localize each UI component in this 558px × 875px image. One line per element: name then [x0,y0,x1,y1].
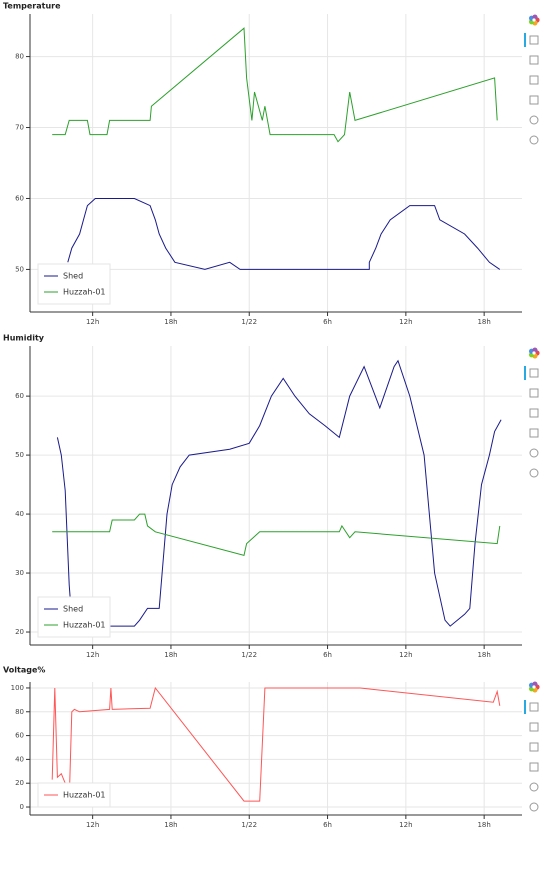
pan-tool[interactable] [524,366,539,380]
icon [529,408,539,418]
x-tick-label: 18h [164,651,177,659]
x-tick-label: 18h [164,318,177,326]
reset-tool[interactable] [529,782,539,792]
legend-label: Huzzah-01 [63,288,106,297]
x-tick-label: 1/22 [241,651,257,659]
x-tick-label: 6h [323,651,332,659]
y-tick-label: 70 [15,124,24,132]
wheel-zoom-tool[interactable] [529,408,539,418]
x-tick-label: 18h [477,821,490,829]
x-tick-label: 6h [323,821,332,829]
icon [529,35,539,45]
bokeh-logo[interactable] [528,681,540,693]
box-zoom-tool[interactable] [529,722,539,732]
bokeh-logo[interactable] [528,14,540,26]
y-tick-label: 20 [15,779,24,787]
icon [529,75,539,85]
x-tick-label: 18h [164,821,177,829]
logo-hole [532,685,536,689]
pan-tool[interactable] [524,33,539,47]
icon [529,115,539,125]
legend-label: Shed [63,605,83,614]
logo-hole [532,18,536,22]
y-tick-label: 50 [15,451,24,459]
help-tool[interactable] [529,135,539,145]
series-line [51,686,501,802]
logo-hole [532,351,536,355]
icon [529,722,539,732]
x-tick-label: 1/22 [241,821,257,829]
y-tick-label: 40 [15,755,24,763]
y-tick-label: 60 [15,194,24,202]
help-tool[interactable] [529,468,539,478]
y-tick-label: 40 [15,510,24,518]
y-tick-label: 60 [15,732,24,740]
icon [529,55,539,65]
wheel-zoom-tool[interactable] [529,75,539,85]
y-tick-label: 80 [15,708,24,716]
save-tool[interactable] [529,428,539,438]
bokeh-logo[interactable] [528,347,540,359]
icon [529,762,539,772]
icon [529,368,539,378]
icon [529,782,539,792]
y-tick-label: 50 [15,265,24,273]
icon [529,448,539,458]
series-line [52,27,498,143]
reset-tool[interactable] [529,115,539,125]
help-tool[interactable] [529,802,539,812]
icon [529,428,539,438]
legend-label: Shed [63,272,83,281]
x-tick-label: 12h [399,651,412,659]
y-tick-label: 0 [20,803,24,811]
box-zoom-tool[interactable] [529,55,539,65]
y-tick-label: 30 [15,569,24,577]
chart-title: Temperature [3,2,61,11]
series-line [67,198,501,270]
icon [529,702,539,712]
reset-tool[interactable] [529,448,539,458]
y-tick-label: 80 [15,53,24,61]
legend-label: Huzzah-01 [63,621,106,630]
y-tick-label: 60 [15,392,24,400]
series-line [52,513,501,557]
icon [529,135,539,145]
icon [529,802,539,812]
x-tick-label: 12h [399,821,412,829]
chart-title: Voltage% [3,666,45,675]
legend-label: Huzzah-01 [63,791,106,800]
box-zoom-tool[interactable] [529,388,539,398]
x-tick-label: 6h [323,318,332,326]
x-tick-label: 12h [399,318,412,326]
x-tick-label: 18h [477,318,490,326]
legend-box [37,263,111,305]
x-tick-label: 12h [86,318,99,326]
icon [529,388,539,398]
legend-box [37,596,111,638]
icon [529,95,539,105]
x-tick-label: 12h [86,821,99,829]
icon [529,468,539,478]
y-tick-label: 100 [11,684,24,692]
series-line [56,359,502,627]
x-tick-label: 1/22 [241,318,257,326]
pan-tool[interactable] [524,700,539,714]
x-tick-label: 18h [477,651,490,659]
chart-title: Humidity [3,334,45,343]
wheel-zoom-tool[interactable] [529,742,539,752]
save-tool[interactable] [529,762,539,772]
icon [529,742,539,752]
x-tick-label: 12h [86,651,99,659]
y-tick-label: 20 [15,628,24,636]
save-tool[interactable] [529,95,539,105]
